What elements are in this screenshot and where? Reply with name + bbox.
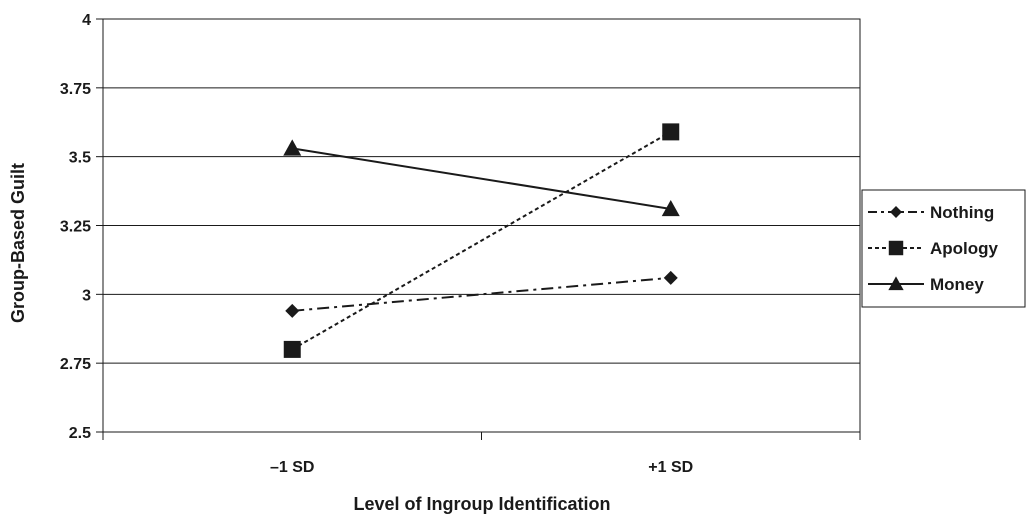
series-line-apology	[291, 131, 672, 351]
y-tick-label: 3.25	[60, 219, 91, 236]
series-apology	[283, 123, 680, 358]
legend-item-apology: Apology	[868, 239, 999, 258]
legend-item-money: Money	[868, 275, 984, 294]
y-axis: 2.5 2.75 3 3.25 3.5 3.75 4	[60, 12, 104, 442]
data-point-apology	[662, 123, 680, 141]
y-tick-label: 2.75	[60, 356, 91, 373]
data-point-money	[661, 199, 680, 217]
x-tick-label: –1 SD	[270, 459, 314, 476]
legend-marker-apology	[888, 240, 904, 256]
legend-marker-money	[888, 276, 904, 291]
gridlines	[103, 87, 860, 364]
legend-label-nothing: Nothing	[930, 203, 994, 222]
legend: Nothing Apology Money	[861, 189, 1026, 308]
y-tick-label: 3.75	[60, 81, 91, 98]
legend-item-nothing: Nothing	[868, 203, 994, 222]
series-nothing	[285, 270, 678, 318]
data-point-money	[283, 139, 302, 156]
legend-marker-nothing	[890, 206, 902, 218]
x-axis: –1 SD +1 SD	[102, 431, 861, 476]
y-tick-label: 3	[82, 287, 91, 304]
series-line-money	[292, 147, 671, 210]
y-tick-label: 4	[82, 12, 91, 29]
x-tick-label: +1 SD	[648, 459, 693, 476]
series	[283, 123, 680, 358]
series-money	[283, 139, 680, 217]
legend-label-apology: Apology	[930, 239, 999, 258]
data-point-nothing	[663, 270, 678, 285]
data-point-apology	[283, 340, 301, 358]
y-axis-title: Group-Based Guilt	[8, 163, 28, 323]
y-tick-label: 3.5	[69, 150, 91, 167]
x-axis-title: Level of Ingroup Identification	[353, 494, 610, 514]
legend-label-money: Money	[930, 275, 984, 294]
data-point-nothing	[285, 303, 300, 318]
y-tick-label: 2.5	[69, 425, 91, 442]
